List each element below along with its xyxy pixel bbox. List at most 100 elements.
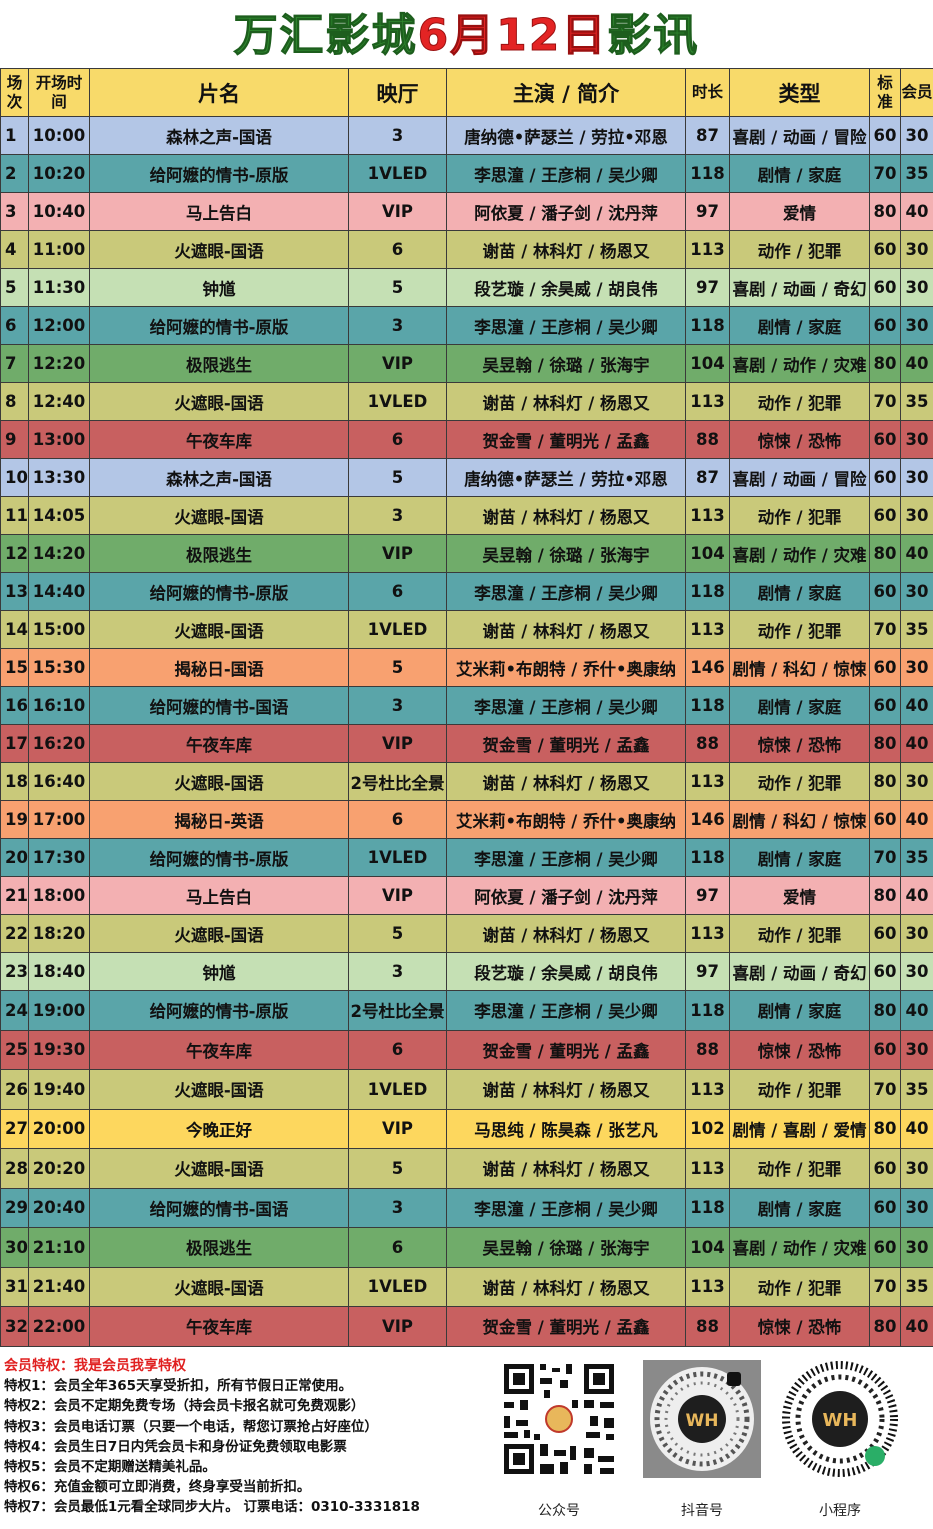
genre-list: 剧情 / 家庭 (729, 838, 870, 877)
cast-list: 谢苗 / 林科灯 / 杨恩又 (446, 914, 686, 953)
douyin-qr[interactable]: WH 抖音号 (643, 1360, 761, 1519)
duration-minutes: 113 (685, 1148, 730, 1189)
hall-name: 2号杜比全景 (348, 990, 447, 1031)
member-price: 30 (900, 1029, 933, 1070)
standard-price: 80 (869, 876, 901, 915)
table-row: 10 13:30 森林之声-国语 5 唐纳德•萨瑟兰 / 劳拉•邓恩 87 喜剧 / 动画 … (0, 458, 933, 497)
duration-minutes: 113 (685, 762, 730, 801)
session-number: 2 (0, 154, 29, 193)
header-member-price: 会员 (900, 68, 933, 117)
start-time: 11:30 (28, 268, 90, 307)
hall-name: 1VLED (348, 1069, 447, 1110)
duration-minutes: 97 (685, 192, 730, 231)
cast-list: 艾米莉•布朗特 / 乔什•奥康纳 (446, 800, 686, 839)
table-row: 21 18:00 马上告白 VIP 阿依夏 / 潘子剑 / 沈丹萍 97 爱情 80 40 (0, 876, 933, 915)
cast-list: 段艺璇 / 余昊威 / 胡良伟 (446, 268, 686, 307)
cast-list: 吴昱翰 / 徐璐 / 张海宇 (446, 534, 686, 573)
session-number: 7 (0, 344, 29, 383)
standard-price: 70 (869, 838, 901, 877)
film-title: 森林之声-国语 (89, 116, 349, 155)
duration-minutes: 118 (685, 572, 730, 611)
genre-list: 喜剧 / 动作 / 灾难 (729, 534, 870, 573)
cast-list: 李思潼 / 王彦桐 / 吴少卿 (446, 306, 686, 345)
member-price: 40 (900, 876, 933, 915)
session-number: 31 (0, 1266, 29, 1307)
table-row: 17 16:20 午夜车库 VIP 贺金雪 / 董明光 / 孟鑫 88 惊悚 / 恐怖 80 4… (0, 724, 933, 763)
cast-list: 段艺璇 / 余昊威 / 胡良伟 (446, 952, 686, 991)
header-duration: 时长 (685, 68, 730, 117)
duration-minutes: 104 (685, 344, 730, 383)
genre-list: 剧情 / 家庭 (729, 1187, 870, 1228)
header-time: 开场时间 (28, 68, 90, 117)
genre-list: 喜剧 / 动画 / 冒险 (729, 116, 870, 155)
start-time: 12:00 (28, 306, 90, 345)
standard-price: 80 (869, 1306, 901, 1347)
hall-name: 3 (348, 496, 447, 535)
start-time: 20:00 (28, 1108, 90, 1149)
member-price: 40 (900, 1108, 933, 1149)
session-number: 1 (0, 116, 29, 155)
session-number: 28 (0, 1148, 29, 1189)
film-title: 给阿嬷的情书-原版 (89, 990, 349, 1031)
hall-name: 5 (348, 914, 447, 953)
official-account-qr[interactable]: 公众号 (500, 1360, 618, 1519)
standard-price: 60 (869, 116, 901, 155)
duration-minutes: 118 (685, 990, 730, 1031)
standard-price: 80 (869, 534, 901, 573)
standard-price: 60 (869, 420, 901, 459)
table-row: 15 15:30 揭秘日-国语 5 艾米莉•布朗特 / 乔什•奥康纳 146 剧情 / 科幻… (0, 648, 933, 687)
genre-list: 动作 / 犯罪 (729, 1069, 870, 1110)
start-time: 20:20 (28, 1148, 90, 1189)
film-title: 给阿嬷的情书-原版 (89, 306, 349, 345)
start-time: 17:00 (28, 800, 90, 839)
cast-list: 马思纯 / 陈昊森 / 张艺凡 (446, 1108, 686, 1149)
start-time: 11:00 (28, 230, 90, 269)
film-title: 火遮眼-国语 (89, 1266, 349, 1307)
hall-name: 1VLED (348, 382, 447, 421)
session-number: 26 (0, 1069, 29, 1110)
duration-minutes: 88 (685, 420, 730, 459)
standard-price: 60 (869, 1029, 901, 1070)
mini-program-qr[interactable]: WH 小程序 (781, 1360, 899, 1519)
session-number: 10 (0, 458, 29, 497)
film-title: 给阿嬷的情书-原版 (89, 838, 349, 877)
cast-list: 谢苗 / 林科灯 / 杨恩又 (446, 1069, 686, 1110)
session-number: 32 (0, 1306, 29, 1347)
standard-price: 80 (869, 990, 901, 1031)
standard-price: 60 (869, 952, 901, 991)
member-price: 35 (900, 1069, 933, 1110)
duration-minutes: 113 (685, 496, 730, 535)
film-title: 揭秘日-国语 (89, 648, 349, 687)
hall-name: 6 (348, 230, 447, 269)
genre-list: 惊悚 / 恐怖 (729, 1029, 870, 1070)
session-number: 22 (0, 914, 29, 953)
qr-label: 抖音号 (681, 1503, 723, 1519)
member-price: 30 (900, 1187, 933, 1228)
genre-list: 喜剧 / 动作 / 灾难 (729, 344, 870, 383)
title-cinema-name: 万汇影城 (233, 10, 418, 62)
session-number: 13 (0, 572, 29, 611)
duration-minutes: 113 (685, 230, 730, 269)
session-number: 3 (0, 192, 29, 231)
start-time: 13:00 (28, 420, 90, 459)
genre-list: 惊悚 / 恐怖 (729, 1306, 870, 1347)
title-date: 6月12日 (417, 10, 608, 62)
table-header-row: 场次 开场时间 片名 映厅 主演 / 简介 时长 类型 标准 会员 (0, 68, 933, 117)
start-time: 15:00 (28, 610, 90, 649)
member-price: 30 (900, 914, 933, 953)
standard-price: 60 (869, 1148, 901, 1189)
start-time: 21:10 (28, 1227, 90, 1268)
member-price: 30 (900, 420, 933, 459)
cast-list: 李思潼 / 王彦桐 / 吴少卿 (446, 572, 686, 611)
film-title: 午夜车库 (89, 1306, 349, 1347)
hall-name: 3 (348, 306, 447, 345)
header-cast: 主演 / 简介 (446, 68, 686, 117)
duration-minutes: 146 (685, 648, 730, 687)
session-number: 29 (0, 1187, 29, 1228)
session-number: 16 (0, 686, 29, 725)
standard-price: 60 (869, 800, 901, 839)
member-price: 40 (900, 192, 933, 231)
member-price: 35 (900, 838, 933, 877)
member-price: 30 (900, 1227, 933, 1268)
hall-name: 3 (348, 952, 447, 991)
